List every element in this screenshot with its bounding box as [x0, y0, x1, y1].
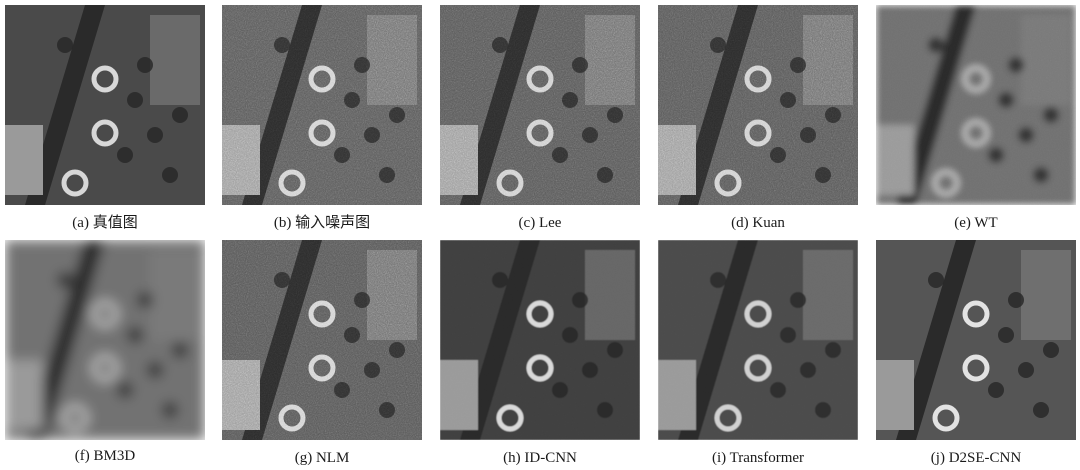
- image-d2se-cnn: [876, 240, 1076, 440]
- caption-a: (a) 真值图: [72, 215, 138, 231]
- scene-graphic: [222, 5, 422, 205]
- caption-i: (i) Transformer: [711, 450, 805, 466]
- image-ground-truth: [5, 5, 205, 205]
- scene-graphic: [876, 5, 1076, 205]
- image-noisy-input: [222, 5, 422, 205]
- panel-a: (a) 真值图: [5, 5, 205, 231]
- image-bm3d: [5, 240, 205, 440]
- scene-graphic: [440, 5, 640, 205]
- caption-h: (h) ID-CNN: [503, 450, 577, 466]
- panel-f: (f) BM3D: [5, 240, 205, 464]
- image-id-cnn: [440, 240, 640, 440]
- caption-c: (c) Lee: [518, 215, 562, 231]
- scene-graphic: [658, 5, 858, 205]
- image-wt: [876, 5, 1076, 205]
- image-transformer: [658, 240, 858, 440]
- panel-i: (i) Transformer: [658, 240, 858, 466]
- panel-d: (d) Kuan: [658, 5, 858, 231]
- image-lee: [440, 5, 640, 205]
- scene-graphic: [5, 5, 205, 205]
- image-nlm: [222, 240, 422, 440]
- scene-graphic: [876, 240, 1076, 440]
- panel-e: (e) WT: [876, 5, 1076, 231]
- caption-d: (d) Kuan: [731, 215, 785, 231]
- panel-j: (j) D2SE-CNN: [876, 240, 1076, 466]
- scene-graphic: [222, 240, 422, 440]
- caption-e: (e) WT: [954, 215, 998, 231]
- caption-g: (g) NLM: [294, 450, 350, 466]
- panel-g: (g) NLM: [222, 240, 422, 466]
- panel-c: (c) Lee: [440, 5, 640, 231]
- panel-h: (h) ID-CNN: [440, 240, 640, 466]
- caption-j: (j) D2SE-CNN: [930, 450, 1022, 466]
- scene-graphic: [5, 240, 205, 440]
- image-kuan: [658, 5, 858, 205]
- panel-b: (b) 输入噪声图: [222, 5, 422, 231]
- caption-f: (f) BM3D: [74, 448, 136, 464]
- scene-graphic: [440, 240, 640, 440]
- caption-b: (b) 输入噪声图: [273, 215, 371, 231]
- scene-graphic: [658, 240, 858, 440]
